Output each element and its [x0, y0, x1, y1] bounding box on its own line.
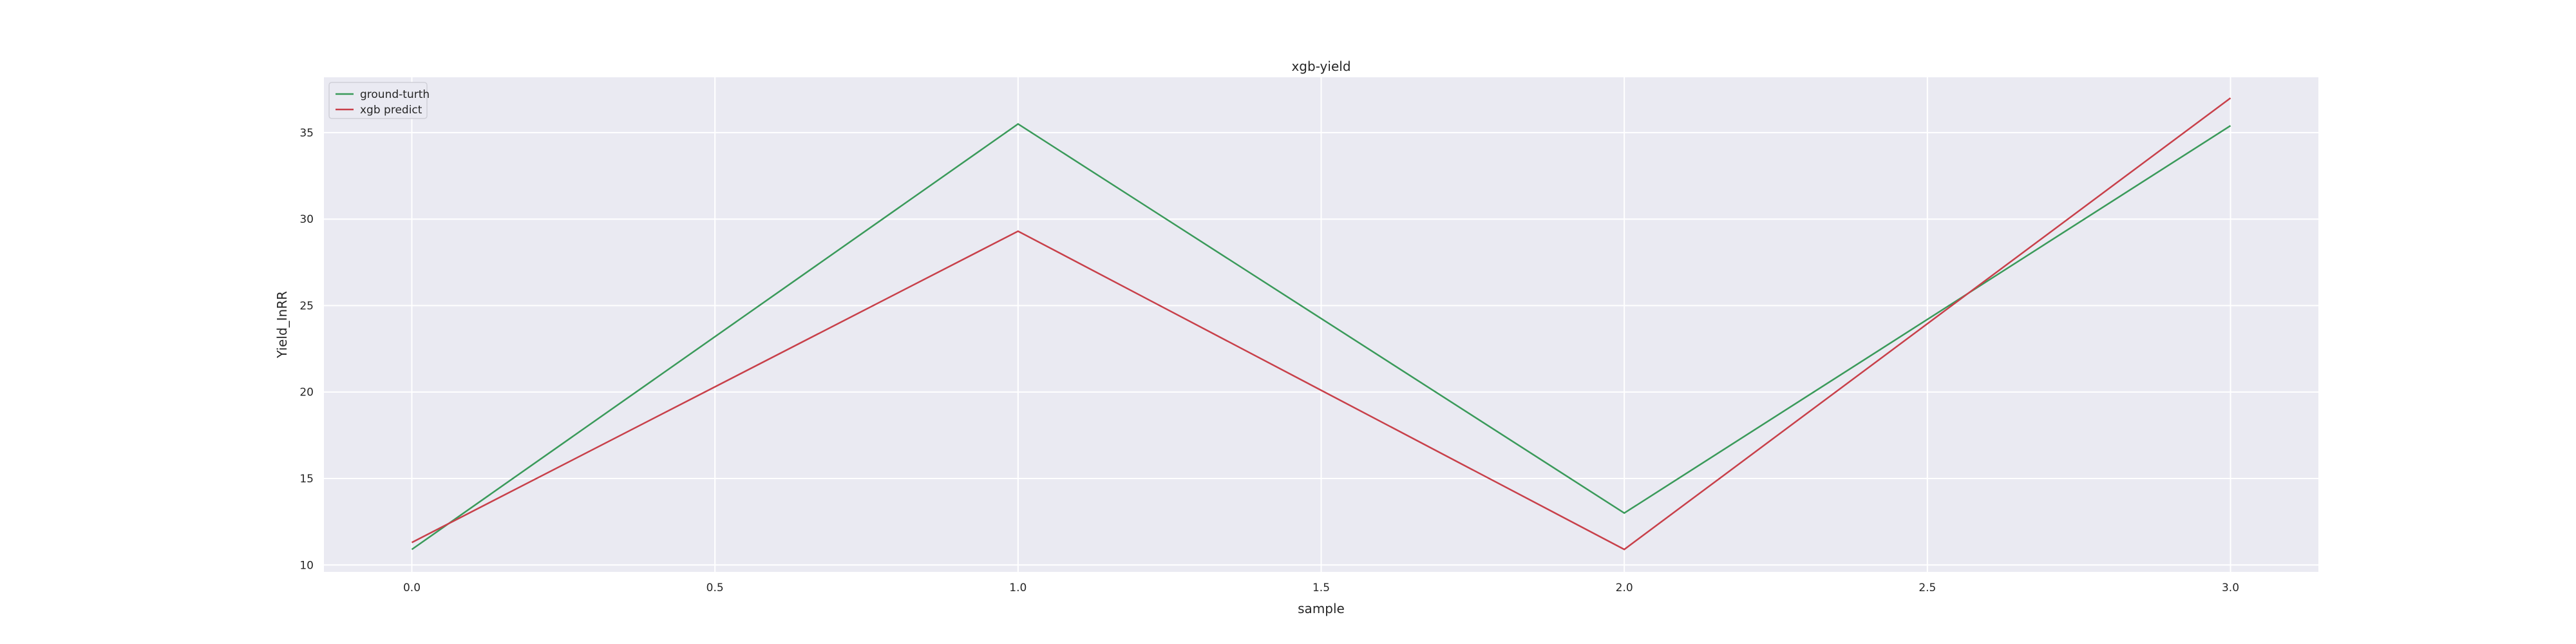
x-axis-ticks: 0.0 0.5 1.0 1.5 2.0 2.5 3.0 [403, 582, 2239, 594]
legend-label: ground-turth [360, 88, 430, 101]
x-tick-label: 2.0 [1616, 582, 1633, 594]
y-tick-label: 10 [299, 559, 314, 572]
x-tick-label: 0.0 [403, 582, 421, 594]
x-tick-label: 2.5 [1918, 582, 1936, 594]
chart-title: xgb-yield [1291, 59, 1350, 74]
y-axis-ticks: 10 15 20 25 30 35 [299, 127, 314, 572]
y-tick-label: 15 [299, 473, 314, 486]
y-tick-label: 30 [299, 213, 314, 226]
legend-label: xgb predict [360, 104, 422, 117]
series-line-1 [411, 97, 2231, 551]
x-tick-label: 3.0 [2222, 582, 2239, 594]
legend: ground-turth xgb predict [328, 82, 430, 119]
series-lines [411, 97, 2231, 551]
x-tick-label: 1.5 [1312, 582, 1330, 594]
series-line-0 [411, 122, 2231, 551]
x-tick-label: 1.0 [1009, 582, 1027, 594]
x-axis-label: sample [1298, 601, 1345, 616]
y-axis-label: Yield_InRR [274, 291, 290, 359]
x-tick-label: 0.5 [706, 582, 724, 594]
y-tick-label: 25 [299, 299, 314, 312]
y-tick-label: 20 [299, 386, 314, 399]
y-tick-label: 35 [299, 127, 314, 140]
legend-items: ground-turth xgb predict [336, 88, 430, 117]
grid-lines [324, 77, 2318, 572]
